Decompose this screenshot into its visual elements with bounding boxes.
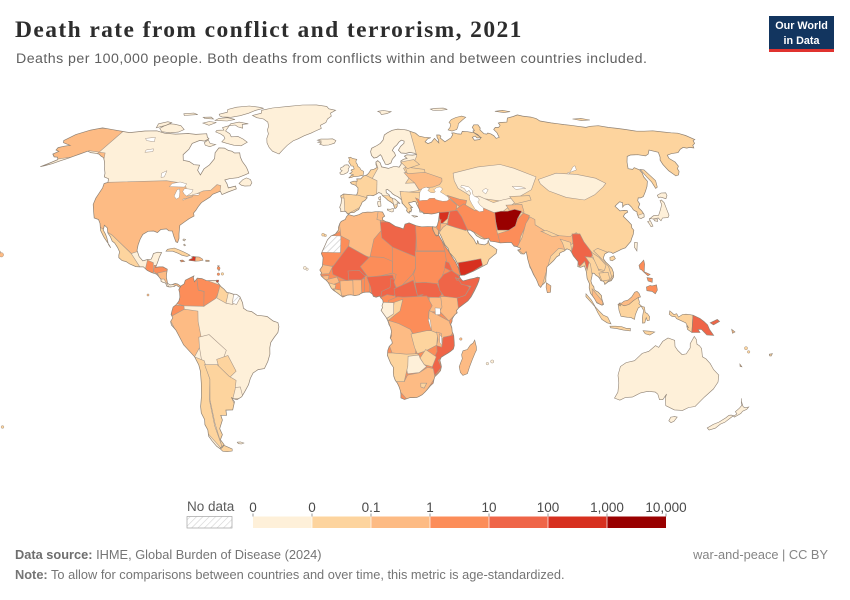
svg-text:1: 1 bbox=[426, 500, 434, 515]
svg-text:0: 0 bbox=[308, 500, 316, 515]
svg-text:1,000: 1,000 bbox=[590, 500, 624, 515]
svg-text:10,000: 10,000 bbox=[645, 500, 686, 515]
svg-text:100: 100 bbox=[537, 500, 560, 515]
svg-text:No data: No data bbox=[187, 499, 235, 514]
svg-text:0.1: 0.1 bbox=[362, 500, 381, 515]
svg-text:0: 0 bbox=[249, 500, 257, 515]
svg-text:10: 10 bbox=[481, 500, 496, 515]
